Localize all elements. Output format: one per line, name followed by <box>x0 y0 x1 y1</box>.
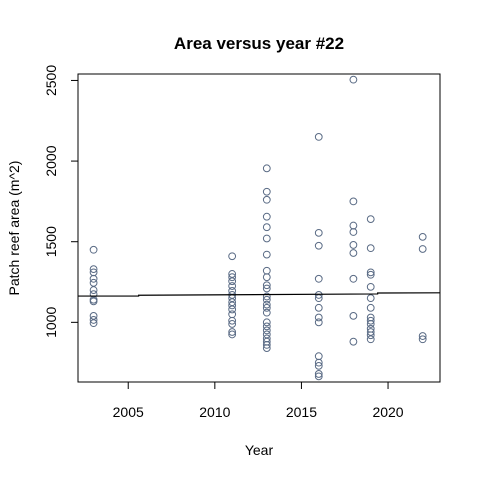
y-axis-label: Patch reef area (m^2) <box>6 161 22 296</box>
data-point <box>262 212 271 221</box>
data-point <box>314 370 323 378</box>
data-point <box>349 197 358 206</box>
data-point <box>349 228 358 236</box>
data-point <box>314 132 323 141</box>
data-point <box>349 337 358 346</box>
y-tick-label: 2000 <box>43 145 59 176</box>
data-point <box>314 358 323 367</box>
x-tick-label: 2015 <box>286 404 317 420</box>
data-point <box>228 330 237 339</box>
data-point <box>262 344 271 353</box>
data-point <box>314 303 323 312</box>
data-point <box>262 330 271 339</box>
data-point <box>349 249 358 257</box>
data-point <box>228 277 237 286</box>
data-point <box>89 265 98 274</box>
data-point <box>89 274 98 283</box>
data-point <box>262 300 271 309</box>
data-point <box>314 228 323 237</box>
data-point <box>89 316 98 324</box>
data-point <box>314 318 323 327</box>
x-tick-label: 2005 <box>113 404 144 420</box>
data-point <box>314 291 323 299</box>
data-point <box>262 250 271 259</box>
chart-title: Area versus year #22 <box>174 34 344 53</box>
data-point <box>349 221 358 230</box>
data-point <box>262 322 271 331</box>
fit-line <box>78 292 441 297</box>
data-point <box>89 245 98 254</box>
data-point <box>89 297 98 306</box>
data-point <box>89 311 98 320</box>
y-tick-label: 2500 <box>43 65 59 96</box>
data-point <box>228 305 237 314</box>
data-point <box>349 311 358 320</box>
data-point <box>89 278 98 287</box>
data-point <box>366 331 375 340</box>
data-point <box>262 273 271 282</box>
data-point <box>228 273 237 282</box>
data-point <box>366 215 375 224</box>
data-point <box>262 341 271 349</box>
data-point <box>366 303 375 312</box>
data-point <box>262 292 271 301</box>
data-point <box>228 301 237 310</box>
data-point <box>314 352 323 361</box>
data-point <box>228 282 237 290</box>
data-point <box>349 241 358 249</box>
data-point <box>366 335 375 344</box>
data-point <box>314 372 323 381</box>
data-point <box>366 320 375 328</box>
y-axis: 1000 1500 2000 2500 <box>43 65 79 338</box>
data-point <box>262 281 271 290</box>
data-point <box>366 268 375 277</box>
x-tick-label: 2020 <box>372 404 403 420</box>
data-point <box>89 319 98 328</box>
data-point <box>262 284 271 293</box>
data-point <box>262 308 271 317</box>
plot-frame <box>77 73 441 383</box>
data-point <box>366 282 375 291</box>
data-point <box>262 234 271 243</box>
data-point <box>262 295 271 304</box>
data-point <box>314 241 323 250</box>
data-point <box>228 328 237 336</box>
data-point <box>262 266 271 275</box>
data-point <box>418 332 427 340</box>
data-point <box>418 232 427 241</box>
data-point <box>262 223 271 232</box>
fit-line-group <box>78 292 441 297</box>
data-point <box>366 244 375 253</box>
data-point <box>349 75 358 84</box>
data-point <box>262 318 271 327</box>
y-tick-label: 1500 <box>43 226 59 257</box>
data-point <box>349 274 358 283</box>
data-point <box>228 286 237 295</box>
data-point <box>418 245 427 253</box>
data-point <box>366 316 375 325</box>
data-point <box>228 252 237 261</box>
data-point <box>228 320 237 328</box>
data-point <box>418 335 427 344</box>
data-point <box>366 270 375 279</box>
x-axis: 2005 2010 2015 2020 <box>113 381 404 420</box>
data-point <box>228 310 237 319</box>
data-point <box>262 303 271 312</box>
data-point <box>262 195 271 204</box>
data-point <box>314 361 323 370</box>
x-tick-label: 2010 <box>199 404 230 420</box>
data-points <box>89 75 427 381</box>
data-point <box>314 313 323 322</box>
data-point <box>366 294 375 303</box>
data-point <box>228 316 237 325</box>
data-point <box>262 326 271 335</box>
data-point <box>262 164 271 173</box>
data-point <box>314 274 323 283</box>
y-tick-label: 1000 <box>43 307 59 338</box>
data-point <box>262 187 271 196</box>
data-point <box>89 286 98 294</box>
x-axis-label: Year <box>245 442 274 458</box>
